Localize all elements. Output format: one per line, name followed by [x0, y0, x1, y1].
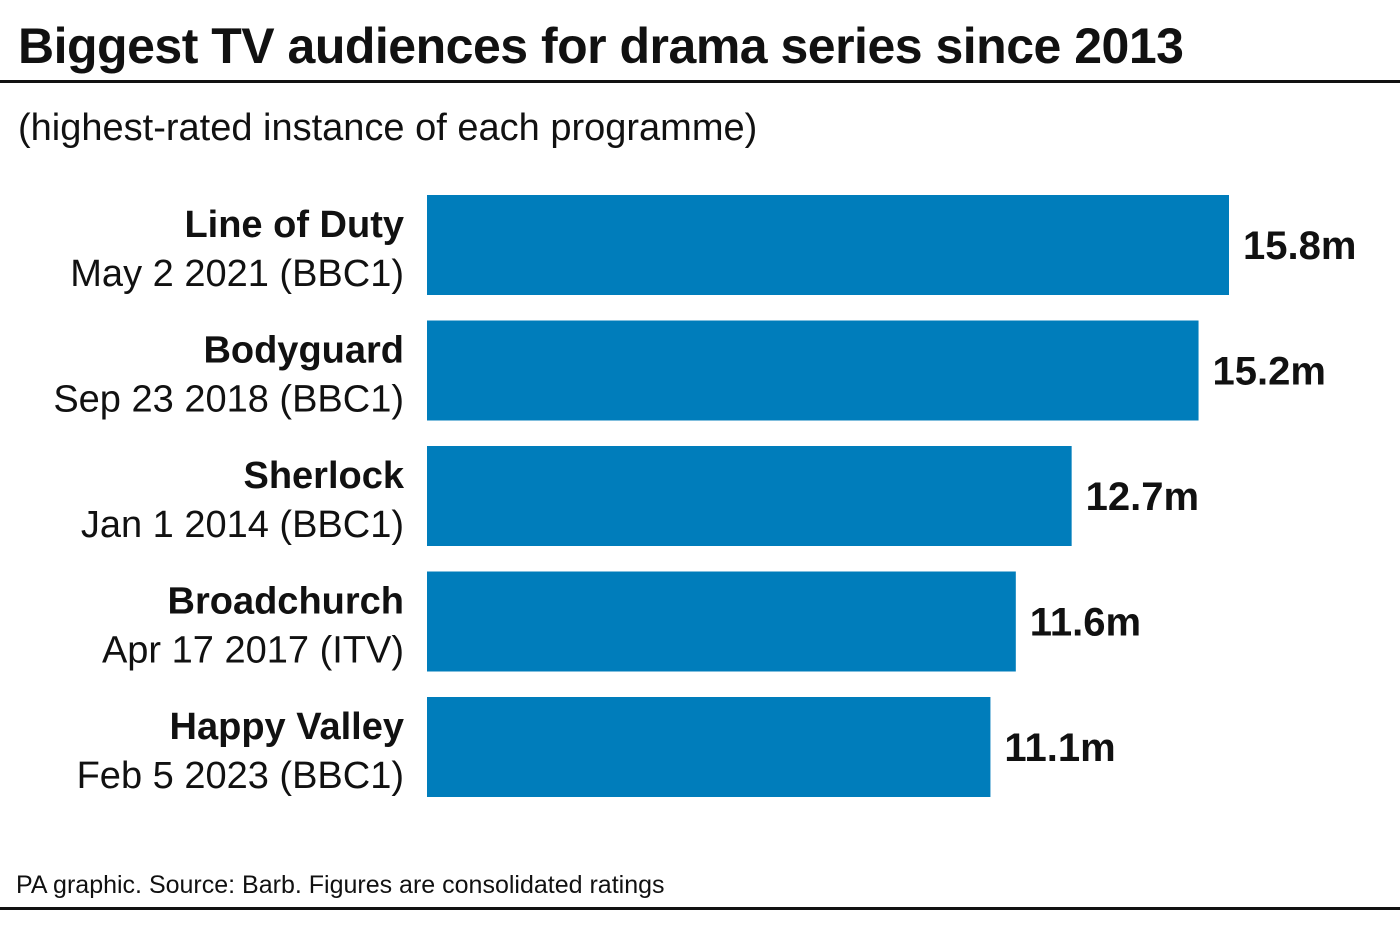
- bar-sherlock: [427, 446, 1072, 546]
- bar-line-of-duty: [427, 195, 1229, 295]
- category-label-sherlock: Sherlock: [243, 455, 404, 497]
- category-detail-bodyguard: Sep 23 2018 (BBC1): [53, 379, 404, 421]
- chart-subtitle: (highest-rated instance of each programm…: [18, 107, 758, 149]
- bar-broadchurch: [427, 571, 1016, 672]
- footer-divider: [0, 907, 1400, 910]
- bar-chart: Line of Duty May 2 2021 (BBC1) 15.8m Bodygu…: [53, 195, 1356, 797]
- category-label-bodyguard: Bodyguard: [203, 330, 404, 372]
- value-label-happy-valley: 11.1m: [1004, 726, 1115, 770]
- category-label-happy-valley: Happy Valley: [170, 706, 404, 748]
- source-note: PA graphic. Source: Barb. Figures are co…: [16, 871, 665, 899]
- bar-happy-valley: [427, 697, 991, 797]
- category-detail-sherlock: Jan 1 2014 (BBC1): [81, 504, 404, 546]
- bar-bodyguard: [427, 320, 1199, 421]
- title-divider: [0, 80, 1400, 83]
- category-detail-line-of-duty: May 2 2021 (BBC1): [70, 253, 404, 295]
- value-label-line-of-duty: 15.8m: [1243, 224, 1356, 268]
- category-label-line-of-duty: Line of Duty: [184, 204, 404, 246]
- chart-title: Biggest TV audiences for drama series si…: [18, 18, 1184, 74]
- category-label-broadchurch: Broadchurch: [168, 581, 404, 623]
- value-label-broadchurch: 11.6m: [1030, 601, 1141, 645]
- category-detail-broadchurch: Apr 17 2017 (ITV): [102, 630, 404, 672]
- value-label-bodyguard: 15.2m: [1213, 350, 1326, 394]
- category-detail-happy-valley: Feb 5 2023 (BBC1): [77, 755, 404, 797]
- value-label-sherlock: 12.7m: [1086, 475, 1199, 519]
